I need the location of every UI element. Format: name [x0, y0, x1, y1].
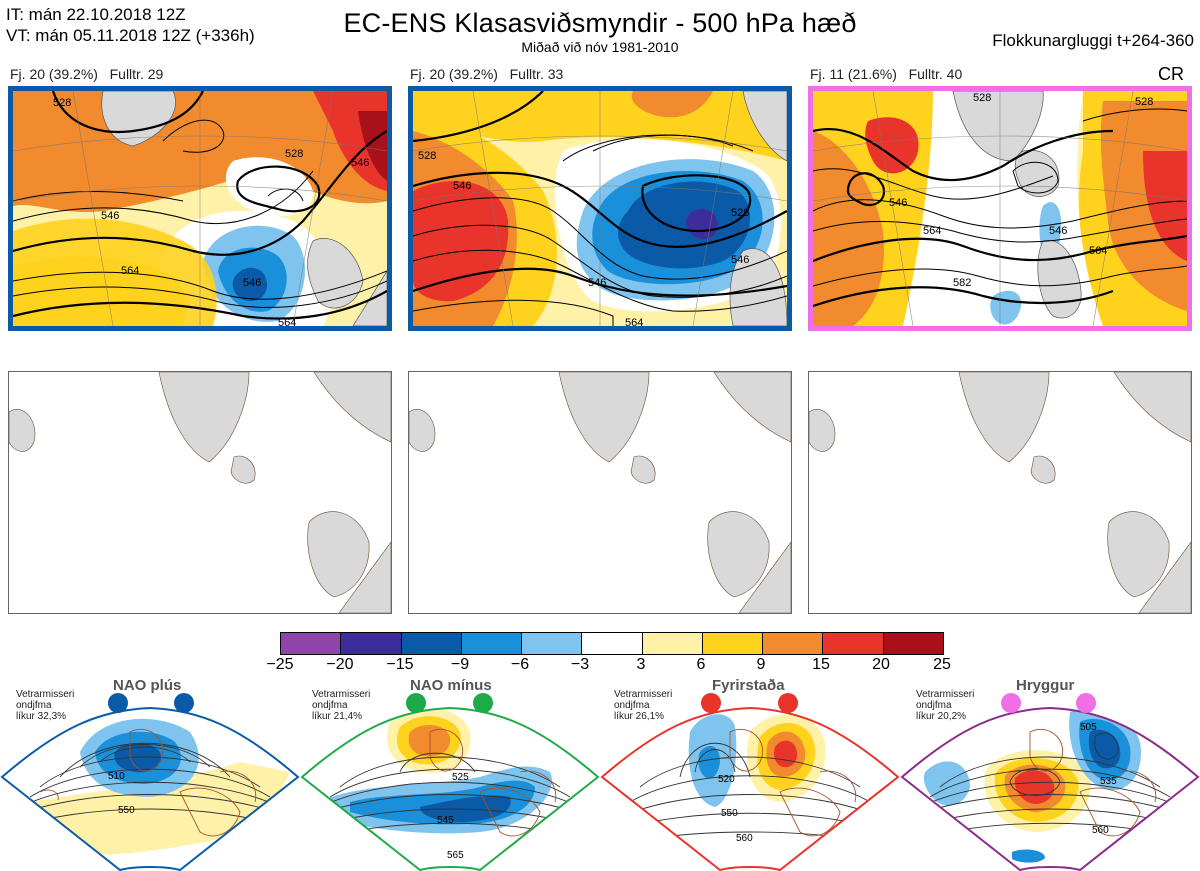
regime-note: Vetrarmisseri ondjfma líkur 32,3%	[16, 689, 75, 722]
contour-label: 550	[118, 805, 135, 816]
contour-label: 525	[452, 772, 469, 783]
colorbar-bin	[281, 633, 342, 654]
colorbar-bin	[642, 633, 703, 654]
page-subtitle: Miðað við nóv 1981-2010	[521, 39, 679, 55]
cluster-size: Fj. 20 (39.2%)	[10, 66, 98, 82]
colorbar-bin	[582, 633, 643, 654]
cluster-size: Fj. 20 (39.2%)	[410, 66, 498, 82]
regime-title: NAO plús	[113, 677, 182, 694]
colorbar-tick: 3	[636, 656, 646, 673]
colorbar-bin	[883, 633, 943, 654]
contour-label: 528	[285, 148, 303, 160]
cluster-map-1[interactable]: 528 546 564 546 546 564 528	[8, 86, 392, 331]
init-time: IT: mán 22.10.2018 12Z	[6, 5, 186, 24]
contour-label: 560	[736, 833, 753, 844]
contour-label: 528	[53, 97, 71, 109]
colorbar-tick: −15	[386, 656, 414, 673]
regime-map-fyrirstada: 520 550 560	[600, 693, 900, 871]
regime-marker	[174, 693, 194, 713]
blank-map-3	[808, 371, 1192, 614]
colorbar-bin	[702, 633, 764, 654]
contour-label: 564	[1089, 245, 1107, 257]
cluster-2-label: Fj. 20 (39.2%) Fulltr. 33	[410, 66, 563, 82]
contour-label: 528	[973, 92, 991, 104]
contour-label: 505	[1080, 722, 1097, 733]
blank-map-1	[8, 371, 392, 614]
contour-label: 535	[1100, 776, 1117, 787]
regime-note: Vetrarmisseri ondjfma líkur 20,2%	[916, 689, 975, 722]
colorbar	[280, 632, 944, 655]
regime-title: Fyrirstaða	[712, 677, 785, 694]
cluster-3-label: Fj. 11 (21.6%) Fulltr. 40	[810, 66, 962, 82]
regime-note: Vetrarmisseri ondjfma líkur 21,4%	[312, 689, 371, 722]
regime-note: Vetrarmisseri ondjfma líkur 26,1%	[614, 689, 673, 722]
contour-label: 565	[447, 850, 464, 861]
page-title: EC-ENS Klasasviðsmyndir - 500 hPa hæð	[343, 8, 857, 38]
contour-label: 564	[923, 225, 941, 237]
colorbar-bin	[341, 633, 402, 654]
contour-label: 546	[351, 157, 369, 169]
regime-marker	[701, 693, 721, 713]
regime-marker	[778, 693, 798, 713]
contour-label: 546	[453, 180, 471, 192]
contour-label: 546	[1049, 225, 1067, 237]
cluster-representative: Fulltr. 33	[509, 66, 564, 82]
colorbar-bin	[461, 633, 523, 654]
colorbar-tick: −20	[326, 656, 354, 673]
contour-label: 582	[953, 277, 971, 289]
regime-map-nao-minus: 525 545 565	[300, 693, 600, 871]
regime-marker	[1001, 693, 1021, 713]
colorbar-tick: 15	[812, 656, 830, 673]
contour-label: 528	[1135, 96, 1153, 108]
valid-time: VT: mán 05.11.2018 12Z (+336h)	[6, 26, 255, 45]
cluster-map-3[interactable]: 528 546 564 546 564 582 528	[808, 86, 1192, 331]
regime-marker	[406, 693, 426, 713]
colorbar-tick: 6	[696, 656, 706, 673]
contour-label: 546	[731, 254, 749, 266]
contour-label: 564	[121, 265, 139, 277]
regime-map-nao-plus: 510 550	[0, 693, 300, 871]
blank-map-2	[408, 371, 792, 614]
contour-label: 550	[721, 808, 738, 819]
contour-label: 528	[418, 150, 436, 162]
regime-title: NAO mínus	[410, 677, 492, 694]
regime-title: Hryggur	[1016, 677, 1075, 694]
colorbar-bin	[823, 633, 884, 654]
regime-marker	[473, 693, 493, 713]
regime-map-hryggur: 505 535 560	[900, 693, 1200, 871]
contour-label: 546	[243, 277, 261, 289]
colorbar-tick: −25	[266, 656, 294, 673]
colorbar-tick: 20	[872, 656, 890, 673]
contour-label: 546	[101, 210, 119, 222]
colorbar-tick: −6	[510, 656, 530, 673]
colorbar-bin	[401, 633, 462, 654]
cluster-1-label: Fj. 20 (39.2%) Fulltr. 29	[10, 66, 163, 82]
cluster-map-2[interactable]: 546 528 546 528 546 564	[408, 86, 792, 331]
colorbar-bin	[763, 633, 824, 654]
regime-tag: CR	[1158, 64, 1184, 84]
contour-label: 546	[889, 197, 907, 209]
colorbar-tick: −9	[450, 656, 470, 673]
contour-label: 546	[588, 277, 606, 289]
classification-window: Flokkunargluggi t+264-360	[992, 31, 1194, 50]
header-info: IT: mán 22.10.2018 12Z VT: mán 05.11.201…	[6, 4, 255, 46]
contour-label: 564	[625, 317, 643, 326]
colorbar-bin	[522, 633, 583, 654]
colorbar-tick: −3	[570, 656, 590, 673]
contour-label: 564	[278, 317, 296, 326]
contour-label: 510	[108, 771, 125, 782]
cluster-representative: Fulltr. 40	[908, 66, 963, 82]
contour-label: 520	[718, 774, 735, 785]
regime-marker	[1076, 693, 1096, 713]
colorbar-tick: 9	[756, 656, 766, 673]
contour-label: 545	[437, 815, 454, 826]
colorbar-tick: 25	[933, 656, 951, 673]
regime-marker	[108, 693, 128, 713]
cluster-size: Fj. 11 (21.6%)	[810, 66, 897, 82]
cluster-representative: Fulltr. 29	[109, 66, 164, 82]
contour-label: 560	[1092, 825, 1109, 836]
contour-label: 528	[731, 207, 749, 219]
